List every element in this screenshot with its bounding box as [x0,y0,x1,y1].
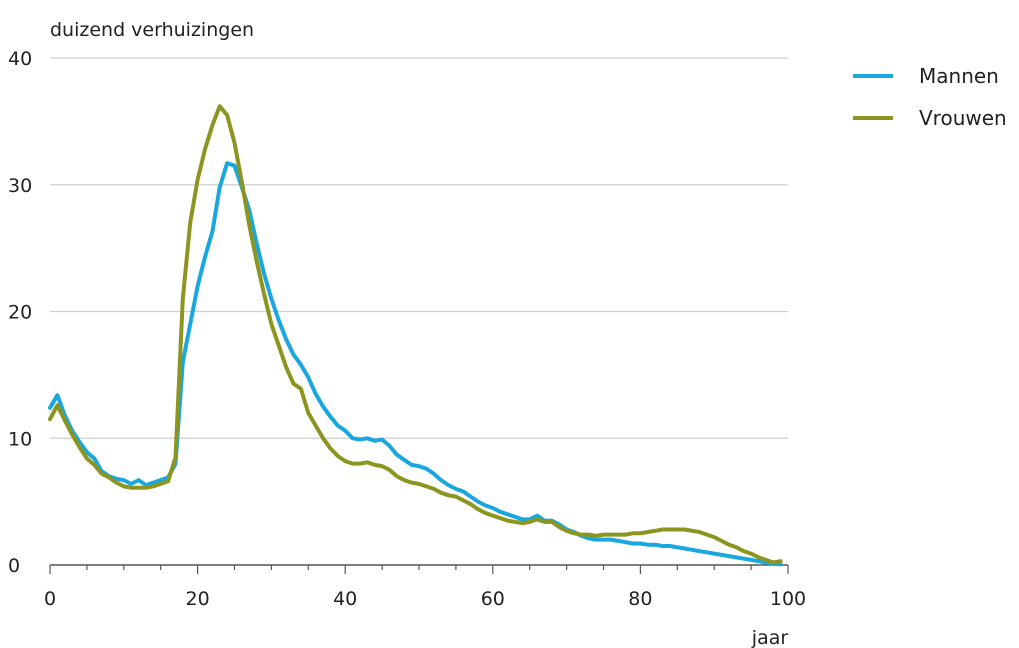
y-tick-label: 40 [8,48,32,70]
y-axis-title: duizend verhuizingen [50,19,254,41]
x-tick-label: 0 [44,588,56,610]
x-tick-label: 20 [186,588,210,610]
y-tick-label: 0 [8,555,20,577]
legend-label-mannen: Mannen [919,64,999,88]
gridlines [50,57,788,439]
x-tick-label: 100 [770,588,806,610]
series-line-vrouwen [48,104,783,565]
tick-labels: 0 10 20 30 40 0 20 40 60 80 100 [8,48,806,610]
x-tick-label: 80 [628,588,652,610]
legend: Mannen Vrouwen [853,64,1007,130]
legend-label-vrouwen: Vrouwen [919,106,1007,130]
series-line-mannen [48,161,783,567]
x-tick-label: 60 [481,588,505,610]
y-tick-label: 30 [8,175,32,197]
series-lines [48,104,783,567]
x-axis-title: jaar [751,627,789,648]
x-tick-label: 40 [333,588,357,610]
y-tick-label: 10 [8,428,32,450]
y-tick-label: 20 [8,302,32,324]
x-axis [49,564,789,574]
